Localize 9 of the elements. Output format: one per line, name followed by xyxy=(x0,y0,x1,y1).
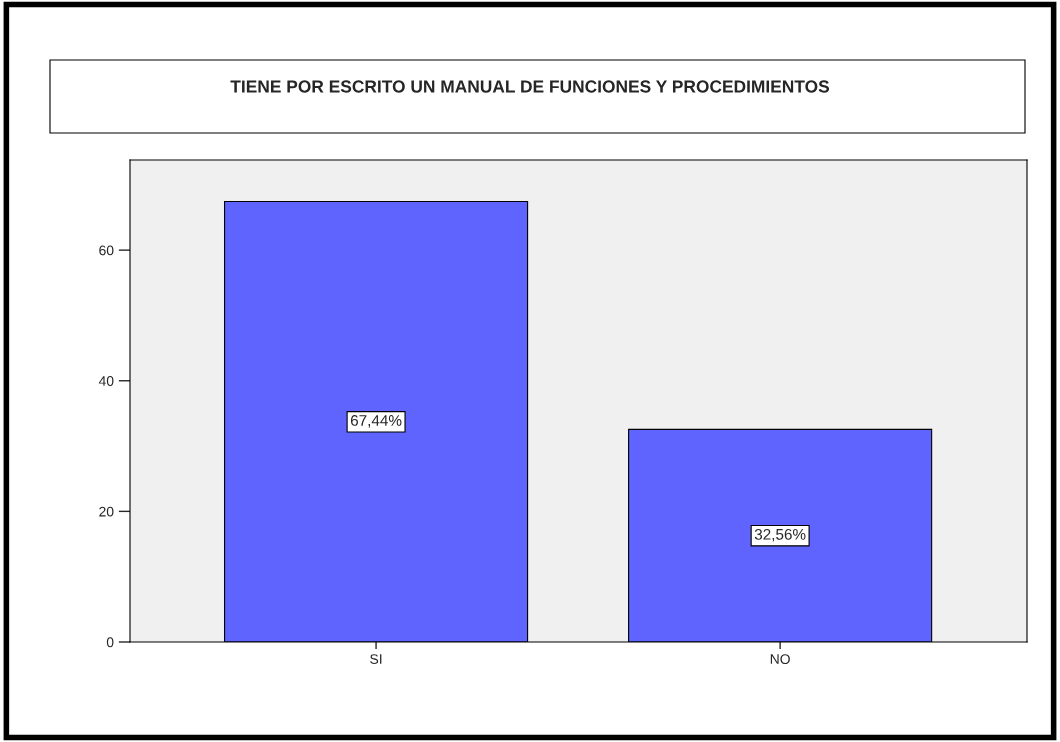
data-label: 32,56% xyxy=(754,528,806,542)
y-tick-label: 40 xyxy=(98,376,114,386)
chart-title: TIENE POR ESCRITO UN MANUAL DE FUNCIONES Y PROCEDIMIENTOS xyxy=(230,80,830,93)
x-tick-label: NO xyxy=(770,654,790,665)
y-tick-label: 20 xyxy=(99,506,114,517)
y-tick-label: 0 xyxy=(106,637,114,648)
data-label: 67,44% xyxy=(350,415,402,428)
y-tick-label: 60 xyxy=(99,245,114,256)
x-tick-label: SI xyxy=(370,654,382,665)
